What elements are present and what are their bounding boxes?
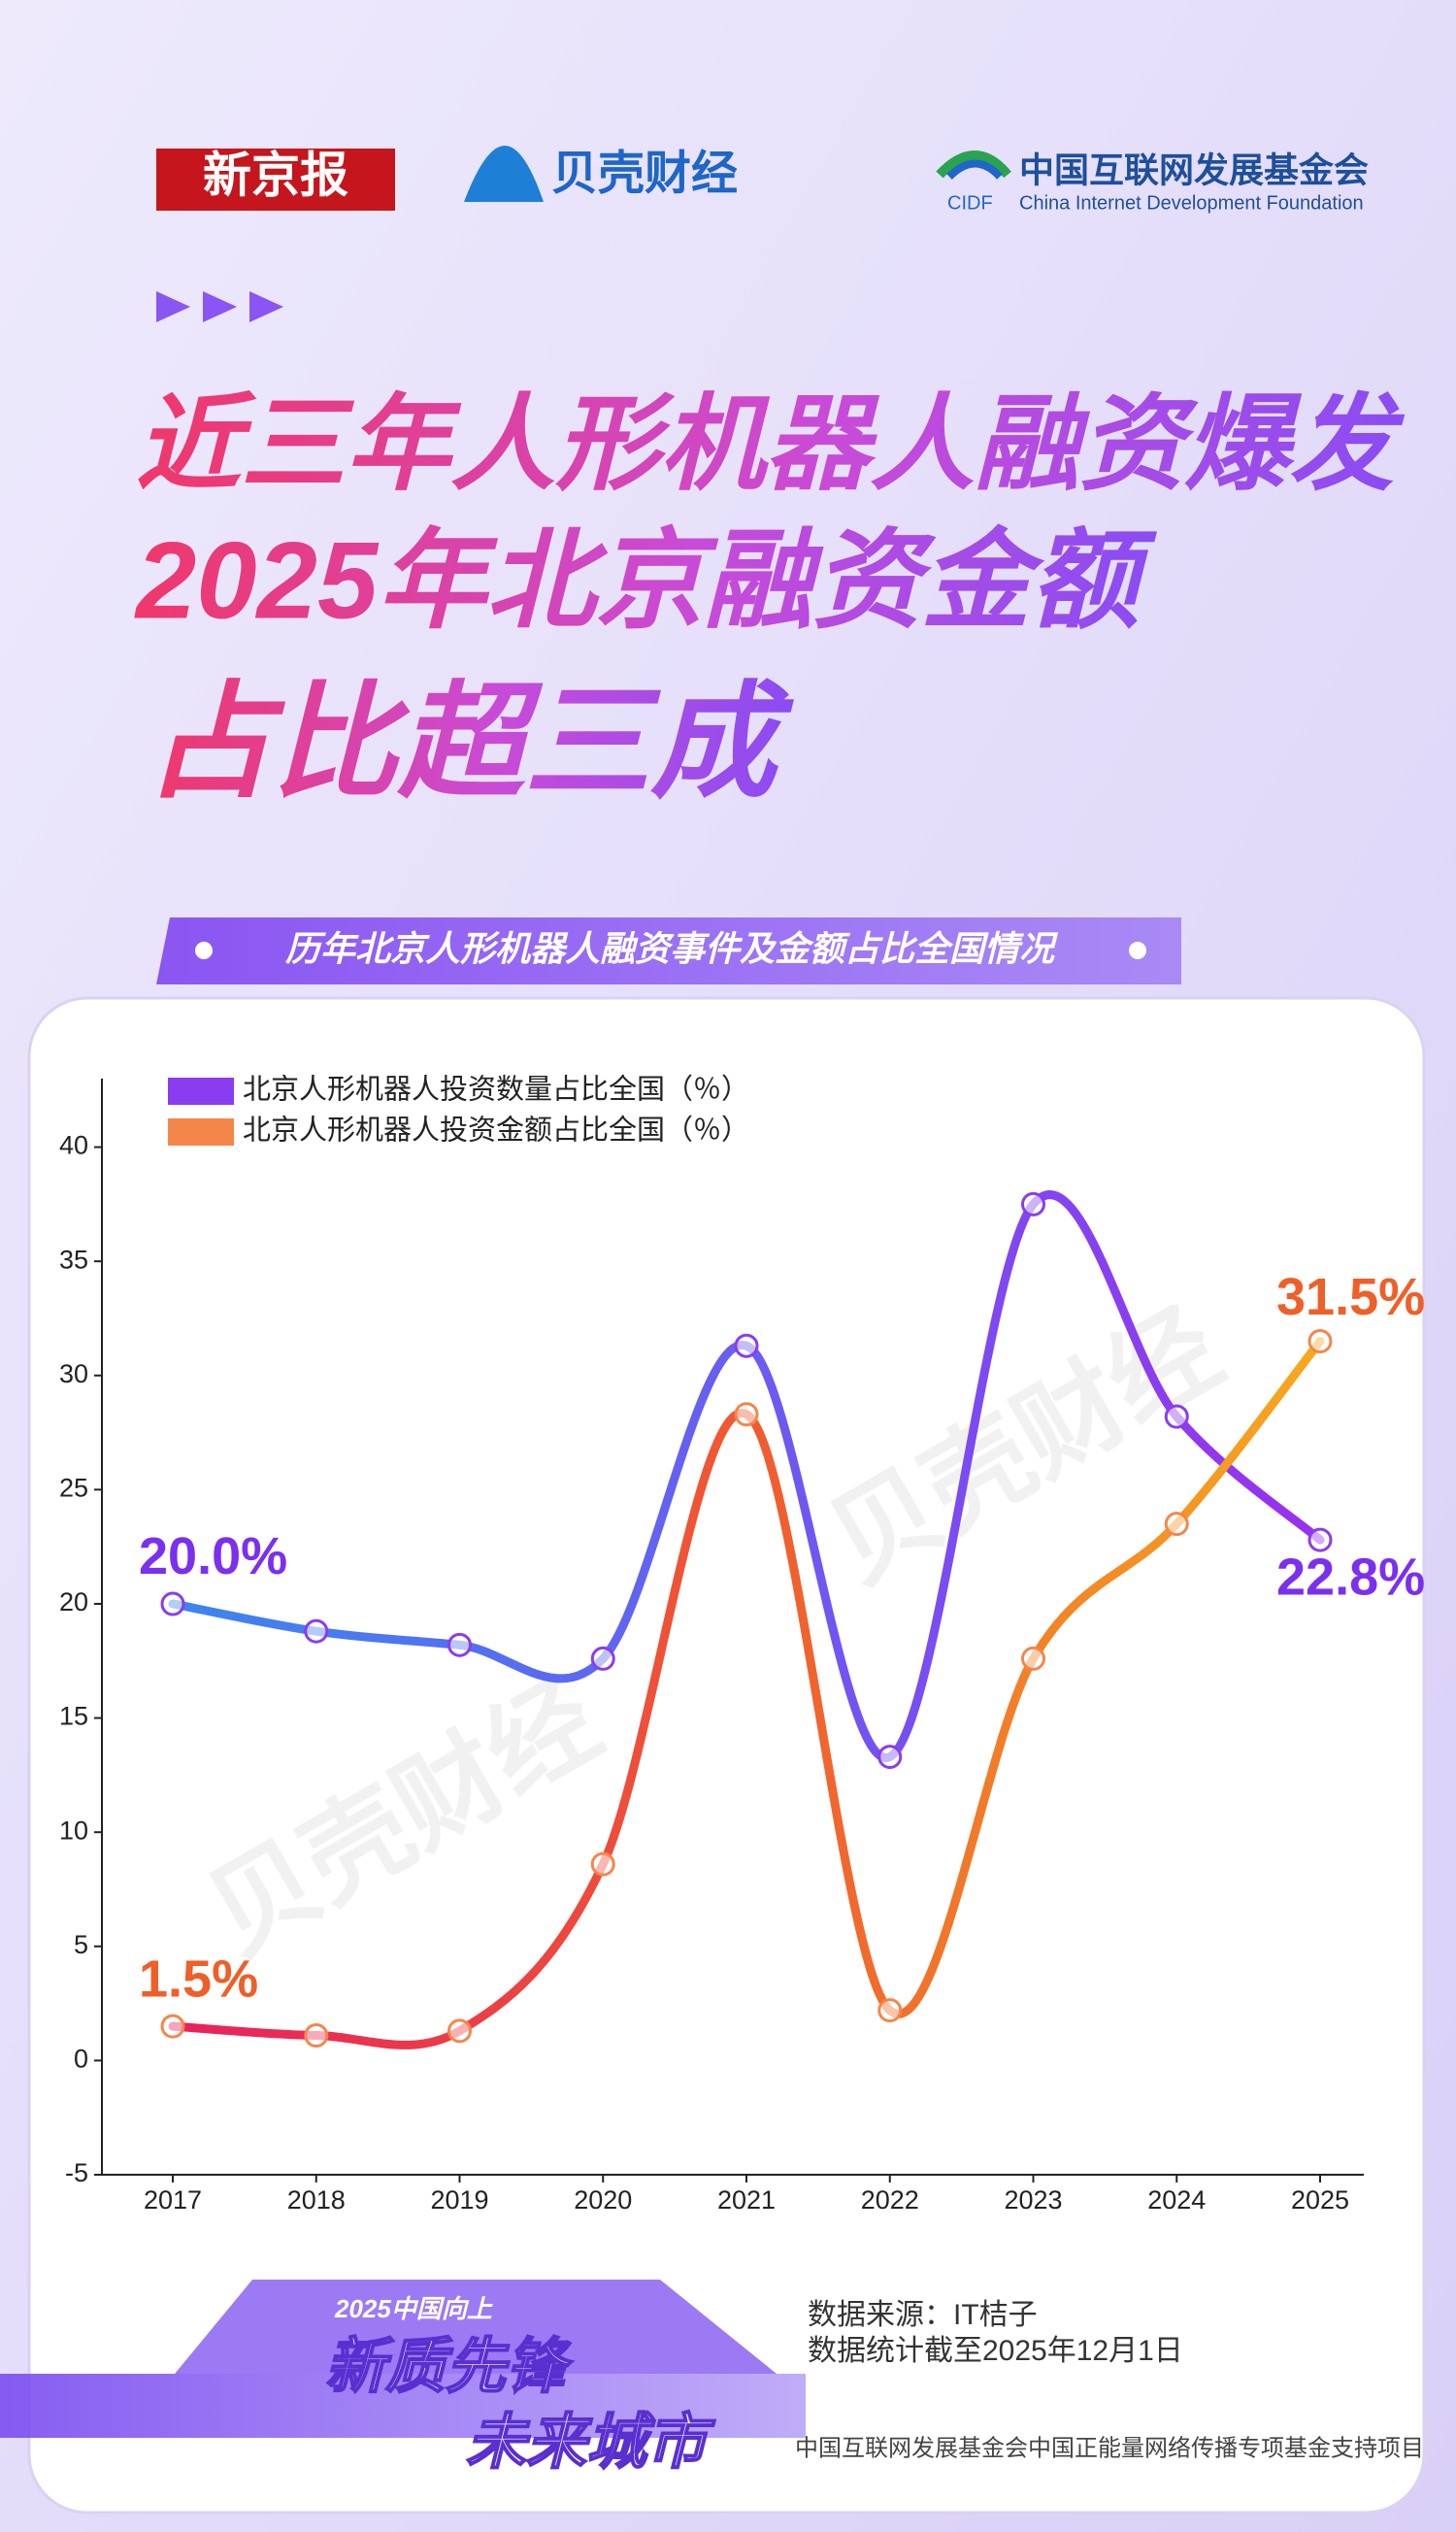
point: [877, 1998, 903, 2023]
source-note: 数据统计截至2025年12月1日: [808, 2335, 1183, 2367]
y-tick-label: 30: [59, 1359, 88, 1388]
logo-text: 中国互联网发展基金会: [1019, 150, 1369, 190]
series-line: [168, 1336, 1325, 2049]
chart-card: [27, 996, 1426, 2515]
x-tick-label: 2025: [1291, 2185, 1349, 2215]
badge-text: 新质先锋: [325, 2333, 574, 2400]
headline-line: 占比超三成: [146, 671, 795, 813]
chart-title: 历年北京人形机器人融资事件及金额占比全国情况: [285, 929, 1059, 969]
y-tick-label: 5: [74, 1930, 88, 1959]
point: [1307, 1527, 1333, 1552]
point: [1164, 1404, 1189, 1429]
value-label: 20.0%: [139, 1527, 287, 1585]
legend-swatch: [168, 1078, 234, 1105]
legend-label: 北京人形机器人投资数量占比全国（％）: [243, 1074, 749, 1106]
point: [447, 1632, 472, 1657]
headline: 近三年人形机器人融资爆发 2025年北京融资金额 占比超三成: [134, 385, 1406, 814]
y-tick-label: 40: [59, 1131, 88, 1160]
point: [447, 2018, 472, 2044]
badge-shape: [175, 2280, 777, 2374]
logo-icon: [464, 146, 544, 202]
y-tick-label: 10: [59, 1816, 88, 1845]
point: [1307, 1328, 1333, 1353]
value-label: 31.5%: [1276, 1268, 1425, 1326]
y-tick-label: -5: [65, 2158, 88, 2187]
series-line: [168, 1190, 1325, 1762]
y-tick-label: 0: [74, 2045, 88, 2074]
logo-text: CIDF: [947, 192, 993, 214]
headline-line: 2025年北京融资金额: [134, 520, 1157, 642]
point: [160, 2014, 185, 2039]
logo-box: [156, 149, 395, 211]
point: [160, 1591, 185, 1616]
badge-text: 2025中国向上: [334, 2294, 493, 2323]
point: [590, 1851, 615, 1877]
point: [877, 1745, 903, 1770]
point: [734, 1333, 759, 1358]
value-label: 22.8%: [1276, 1548, 1425, 1606]
y-tick-label: 25: [59, 1474, 88, 1503]
source-note: 数据来源：IT桔子: [808, 2299, 1038, 2331]
chart-banner: [156, 917, 1181, 984]
x-tick-label: 2023: [1004, 2185, 1062, 2215]
x-tick-label: 2020: [574, 2185, 632, 2215]
x-tick-label: 2022: [861, 2185, 919, 2215]
legend-label: 北京人形机器人投资金额占比全国（％）: [243, 1115, 749, 1147]
x-tick-label: 2024: [1147, 2185, 1206, 2215]
y-tick-label: 20: [59, 1587, 88, 1616]
x-tick-label: 2019: [430, 2185, 488, 2215]
logo-text: 新京报: [203, 148, 348, 202]
y-tick-label: 35: [59, 1245, 88, 1274]
logo-icon: [936, 150, 1011, 179]
point: [590, 1646, 615, 1671]
support-note: 中国互联网发展基金会中国正能量网络传播专项基金支持项目: [795, 2435, 1424, 2461]
x-tick-label: 2021: [717, 2185, 776, 2215]
arrows: [156, 291, 283, 322]
x-tick-label: 2017: [144, 2185, 202, 2215]
point: [304, 1618, 329, 1644]
headline-line: 近三年人形机器人融资爆发: [136, 385, 1406, 503]
logo-text: China Internet Development Foundation: [1019, 192, 1364, 214]
banner-dot: [195, 942, 213, 959]
point: [1021, 1646, 1045, 1671]
badge-text: 未来城市: [466, 2409, 715, 2476]
x-tick-label: 2018: [287, 2185, 346, 2215]
legend-swatch: [168, 1118, 234, 1146]
value-label: 1.5%: [139, 1949, 258, 2008]
y-tick-label: 15: [59, 1702, 88, 1731]
point: [734, 1402, 759, 1427]
point: [304, 2023, 329, 2049]
point: [1164, 1512, 1189, 1537]
footer-band: [0, 2374, 806, 2438]
banner-dot: [1129, 942, 1146, 959]
point: [1021, 1191, 1045, 1216]
logo-text: 贝壳财经: [551, 149, 738, 200]
logo-icon: [946, 159, 1003, 180]
